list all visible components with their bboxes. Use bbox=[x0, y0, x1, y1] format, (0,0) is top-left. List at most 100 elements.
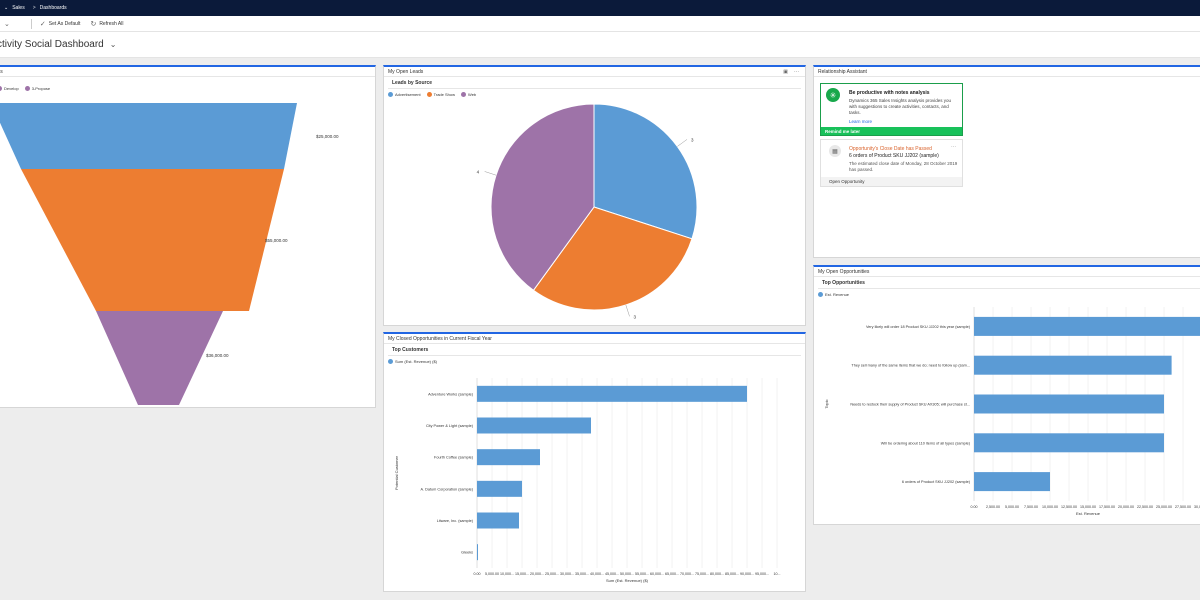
card-more-options[interactable]: ··· bbox=[951, 144, 956, 150]
bar[interactable] bbox=[477, 480, 522, 497]
x-tick-label: 0.00 bbox=[474, 572, 481, 576]
open-opportunities-bar-chart: 0.00 2,500.00 5,000.00 7,500.00 10,000.00 12,… bbox=[824, 307, 1200, 516]
x-tick-label: 5,000.00 bbox=[485, 572, 499, 576]
bar[interactable] bbox=[974, 394, 1164, 414]
pie-leader-line[interactable] bbox=[625, 304, 630, 317]
dashboard-selector-chevron-icon[interactable]: ⌄ bbox=[109, 40, 117, 49]
breadcrumb-separator: > bbox=[32, 5, 36, 11]
legend-item-advertisement[interactable]: Advertisement bbox=[388, 92, 421, 97]
legend-item-trade-show[interactable]: Trade Show bbox=[426, 92, 455, 97]
opportunity-alert-title[interactable]: Opportunity's Close Date has Passed bbox=[849, 146, 932, 152]
refresh-icon: ↻ bbox=[90, 20, 97, 28]
notes-analysis-card: ✳ Be productive with notes analysis Dyna… bbox=[820, 83, 963, 136]
y-category-label: They sell many of the same items that we… bbox=[851, 364, 970, 368]
dashboard-title-bar: ctivity Social Dashboard ⌄ bbox=[0, 32, 1200, 58]
y-category-label: Adventure Works (sample) bbox=[428, 392, 474, 396]
insight-description: Dynamics 365 Sales Insights analysis pro… bbox=[849, 98, 952, 116]
pie-slice[interactable] bbox=[532, 206, 693, 311]
legend-dot bbox=[461, 92, 466, 97]
x-tick-label: 10,000.00 bbox=[1042, 505, 1058, 509]
refresh-all-button[interactable]: ↻ Refresh All bbox=[90, 20, 123, 28]
closed-bar-chart: 0.00 5,000.00 10,000... 15,000... 20,000... 2… bbox=[394, 378, 781, 583]
expand-icon[interactable]: ▣ bbox=[783, 68, 788, 75]
leads-chart-subtitle: Leads by Source bbox=[388, 77, 801, 89]
open-opportunity-button[interactable]: Open Opportunity bbox=[821, 177, 962, 186]
open-opportunities-title: My Open Opportunities bbox=[818, 268, 870, 275]
pie-leader-line[interactable] bbox=[484, 171, 497, 176]
x-tick-label: 35,000... bbox=[575, 572, 589, 576]
x-tick-label: 60,000... bbox=[650, 572, 664, 576]
y-axis-title: Topic bbox=[824, 399, 829, 408]
x-axis-title: Est. Revenue bbox=[1076, 511, 1101, 516]
closed-opportunities-title: My Closed Opportunities in Current Fisca… bbox=[388, 335, 492, 342]
breadcrumb-dashboards[interactable]: Dashboards bbox=[39, 5, 67, 11]
pie-leader-line[interactable] bbox=[677, 139, 688, 147]
funnel-chart: $25,000.00 $55,000.00 $36,000.00 bbox=[0, 103, 339, 405]
x-tick-label: 65,000... bbox=[665, 572, 679, 576]
opportunity-alert-description: The estimated close date of Monday, 28 O… bbox=[849, 161, 958, 173]
refresh-all-label: Refresh All bbox=[99, 20, 124, 27]
closed-opportunities-panel: My Closed Opportunities in Current Fisca… bbox=[383, 332, 806, 592]
x-tick-label: 45,000... bbox=[605, 572, 619, 576]
x-tick-label: 30,000.00 bbox=[1194, 505, 1200, 509]
calendar-icon: ▦ bbox=[829, 145, 841, 157]
remind-me-later-button[interactable]: Remind me later bbox=[821, 127, 962, 135]
chevron-down-icon[interactable]: ⌄ bbox=[4, 5, 9, 11]
pie-slice[interactable] bbox=[593, 103, 698, 240]
x-tick-label: 10,000... bbox=[500, 572, 514, 576]
legend-item-est-revenue[interactable]: Est. Revenue bbox=[818, 292, 849, 297]
pie-slice[interactable] bbox=[490, 103, 595, 292]
x-tick-label: 70,000... bbox=[680, 572, 694, 576]
legend-label: Sum (Est. Revenue) ($) bbox=[395, 359, 438, 364]
page-title[interactable]: ctivity Social Dashboard bbox=[0, 39, 104, 50]
bar[interactable] bbox=[477, 449, 540, 466]
relationship-assistant-panel: Relationship Assistant ✳ Be productive w… bbox=[813, 65, 1200, 258]
learn-more-link[interactable]: Learn more bbox=[849, 119, 873, 124]
y-category-label: Fourth Coffee (sample) bbox=[434, 456, 474, 460]
bar[interactable] bbox=[477, 544, 478, 561]
funnel-segment-3[interactable] bbox=[96, 311, 223, 405]
breadcrumb-sales[interactable]: Sales bbox=[12, 5, 25, 11]
funnel-segment-1[interactable] bbox=[0, 103, 297, 169]
bar[interactable] bbox=[477, 385, 747, 402]
funnel-label-3: $36,000.00 bbox=[206, 353, 229, 358]
open-leads-panel: My Open Leads ▣ ··· Leads by Source Adver… bbox=[383, 65, 806, 326]
legend-dot bbox=[24, 86, 30, 91]
pie-data-label: 3 bbox=[691, 137, 694, 142]
set-as-default-button[interactable]: ✓ Set As Default bbox=[40, 20, 81, 28]
bar[interactable] bbox=[974, 472, 1050, 492]
leads-legend: Advertisement Trade Show Web bbox=[384, 89, 805, 100]
legend-item-sum-revenue[interactable]: Sum (Est. Revenue) ($) bbox=[388, 359, 437, 364]
divider bbox=[30, 18, 32, 29]
y-axis-title: Potential Customer bbox=[394, 455, 399, 490]
legend-item-develop[interactable]: Develop bbox=[0, 86, 19, 91]
set-as-default-label: Set As Default bbox=[48, 20, 81, 27]
closed-legend: Sum (Est. Revenue) ($) bbox=[384, 356, 805, 367]
open-opp-legend: Est. Revenue bbox=[814, 289, 1200, 300]
y-category-label: Litware, Inc. (sample) bbox=[437, 519, 474, 523]
x-tick-label: 27,500.00 bbox=[1175, 505, 1191, 509]
bar[interactable] bbox=[477, 417, 591, 434]
x-tick-label: 75,000... bbox=[695, 572, 709, 576]
x-tick-label: 95,000... bbox=[755, 572, 769, 576]
y-category-label: A. Datum Corporation (sample) bbox=[420, 487, 473, 491]
legend-dot bbox=[818, 292, 823, 297]
opportunity-name: 6 orders of Product SKU JJ202 (sample) bbox=[849, 153, 939, 159]
bar[interactable] bbox=[477, 512, 519, 529]
more-options-icon[interactable]: ··· bbox=[794, 68, 799, 75]
x-tick-label: 20,000.00 bbox=[1118, 505, 1134, 509]
dropdown-chevron-icon[interactable]: ⌄ bbox=[4, 20, 10, 28]
bar[interactable] bbox=[974, 433, 1164, 453]
funnel-label-2: $55,000.00 bbox=[265, 238, 288, 243]
funnel-segment-2[interactable] bbox=[21, 169, 284, 311]
funnel-panel-header: ties bbox=[0, 67, 375, 77]
command-bar: ⌄ ✓ Set As Default ↻ Refresh All bbox=[0, 16, 1200, 32]
x-tick-label: 15,000... bbox=[515, 572, 529, 576]
relationship-assistant-title: Relationship Assistant bbox=[818, 68, 867, 75]
x-tick-label: 2,500.00 bbox=[986, 505, 1000, 509]
bar[interactable] bbox=[974, 355, 1172, 375]
legend-item-web[interactable]: Web bbox=[461, 92, 476, 97]
x-tick-label: 25,000... bbox=[545, 572, 559, 576]
bar[interactable] bbox=[974, 316, 1200, 336]
legend-item-propose[interactable]: 3-Propose bbox=[24, 86, 50, 91]
